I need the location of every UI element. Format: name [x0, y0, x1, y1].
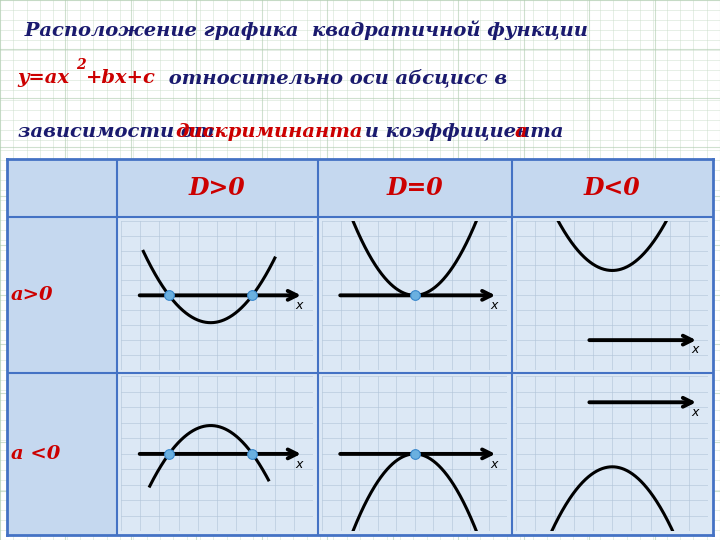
Text: и коэффициента: и коэффициента — [358, 123, 570, 141]
Text: Расположение графика  квадратичной функции: Расположение графика квадратичной функци… — [18, 20, 588, 40]
Text: 2: 2 — [76, 58, 85, 72]
Text: x: x — [690, 407, 698, 420]
Text: зависимости от: зависимости от — [18, 123, 221, 141]
Text: y=ax: y=ax — [18, 69, 70, 86]
Bar — [512, 159, 713, 218]
Text: +bx+c: +bx+c — [86, 69, 156, 86]
Text: x: x — [296, 458, 303, 471]
Text: дискриминанта: дискриминанта — [175, 123, 363, 141]
Bar — [7, 373, 117, 535]
Text: D>0: D>0 — [189, 177, 246, 200]
Bar — [318, 159, 512, 218]
Bar — [7, 159, 117, 218]
Text: D<0: D<0 — [584, 177, 641, 200]
Bar — [318, 218, 512, 373]
Bar — [7, 218, 117, 373]
Text: x: x — [490, 458, 498, 471]
Bar — [512, 218, 713, 373]
Bar — [117, 218, 318, 373]
Bar — [318, 373, 512, 535]
Text: a <0: a <0 — [11, 445, 60, 463]
Text: x: x — [490, 299, 498, 312]
Text: D=0: D=0 — [387, 177, 443, 200]
Bar — [117, 159, 318, 218]
Bar — [117, 373, 318, 535]
Text: а: а — [516, 123, 528, 141]
Text: относительно оси абсцисс в: относительно оси абсцисс в — [163, 69, 508, 87]
Text: x: x — [296, 299, 303, 312]
Text: x: x — [690, 342, 698, 355]
Bar — [512, 373, 713, 535]
Text: a>0: a>0 — [11, 286, 53, 305]
